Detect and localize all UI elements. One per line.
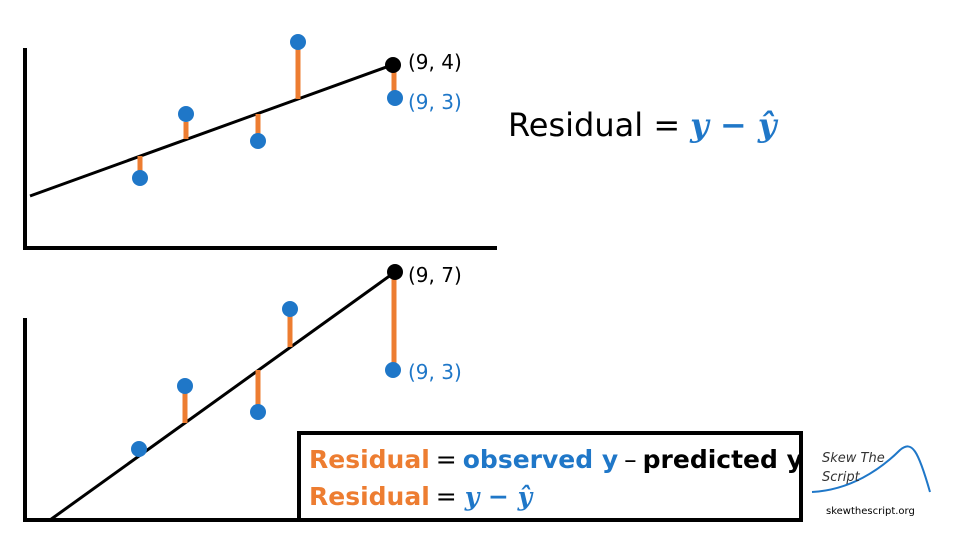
- label: (9, 3): [408, 90, 462, 114]
- definition-box: Residual = observed y – predicted y Residual…: [297, 431, 803, 522]
- label: (9, 7): [408, 263, 462, 287]
- points: [131, 301, 401, 457]
- formula: Residual = y − ŷ: [508, 106, 779, 144]
- logo: Skew The Script skewthescript.org: [811, 445, 931, 517]
- predicted-point: [385, 57, 401, 73]
- logo-text: Skew The: [822, 451, 885, 466]
- definition: Residual = y − ŷ: [309, 482, 534, 511]
- definition: Residual = observed y – predicted y: [309, 445, 803, 474]
- predicted-point: [387, 264, 403, 280]
- regression-line: [29, 63, 393, 198]
- residuals: [137, 48, 397, 172]
- points: [132, 34, 403, 186]
- regression-line: [49, 270, 396, 522]
- top-panel: [23, 34, 497, 250]
- label: (9, 3): [408, 360, 462, 384]
- logo-text: Script: [822, 470, 861, 485]
- label: (9, 4): [408, 50, 462, 74]
- logo-url: skewthescript.org: [826, 506, 915, 517]
